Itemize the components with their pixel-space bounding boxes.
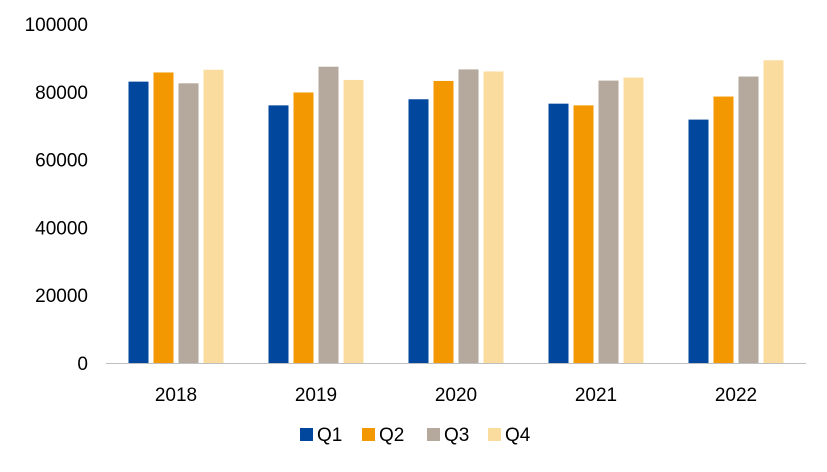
bar-q4-2020 — [483, 71, 504, 364]
legend-label-q4: Q4 — [505, 425, 531, 446]
x-axis-ticks: 2018 2019 2020 2021 2022 — [155, 385, 757, 406]
bar-q2-2020 — [433, 80, 454, 364]
bar-q1-2021 — [548, 103, 569, 363]
y-tick-label: 0 — [77, 354, 88, 375]
legend-swatch-q4 — [488, 428, 501, 441]
bar-q3-2018 — [178, 83, 199, 363]
y-tick-label: 80000 — [35, 83, 88, 104]
y-tick-label: 40000 — [35, 218, 88, 239]
x-tick-label: 2021 — [575, 385, 617, 406]
bar-q1-2019 — [268, 105, 289, 364]
bar-q2-2019 — [293, 92, 314, 363]
legend-swatch-q1 — [300, 428, 313, 441]
bar-q3-2022 — [738, 76, 759, 364]
bars — [128, 60, 784, 364]
bar-q1-2020 — [408, 99, 429, 364]
y-tick-label: 20000 — [35, 286, 88, 307]
legend-label-q1: Q1 — [317, 425, 342, 446]
bar-q2-2022 — [713, 96, 734, 364]
x-tick-label: 2022 — [715, 385, 757, 406]
bar-q4-2021 — [623, 77, 644, 363]
bar-q1-2022 — [688, 119, 709, 364]
bar-q3-2021 — [598, 80, 619, 363]
bar-q3-2019 — [318, 66, 339, 364]
x-tick-label: 2018 — [155, 385, 197, 406]
legend-label-q3: Q3 — [444, 425, 469, 446]
legend-swatch-q3 — [427, 428, 440, 441]
x-tick-label: 2019 — [295, 385, 337, 406]
y-tick-label: 100000 — [25, 15, 88, 36]
bar-q4-2018 — [203, 69, 224, 363]
bar-q4-2022 — [763, 60, 784, 363]
bar-q3-2020 — [458, 69, 479, 364]
legend-swatch-q2 — [362, 428, 375, 441]
x-tick-label: 2020 — [435, 385, 477, 406]
y-tick-label: 60000 — [35, 151, 88, 172]
y-axis-ticks: 0 20000 40000 60000 80000 100000 — [25, 15, 88, 375]
legend-label-q2: Q2 — [379, 425, 404, 446]
bar-q4-2019 — [343, 79, 364, 363]
bar-q2-2021 — [573, 105, 594, 364]
legend: Q1 Q2 Q3 Q4 — [300, 425, 531, 446]
bar-q1-2018 — [128, 81, 149, 363]
bar-q2-2018 — [153, 72, 174, 364]
